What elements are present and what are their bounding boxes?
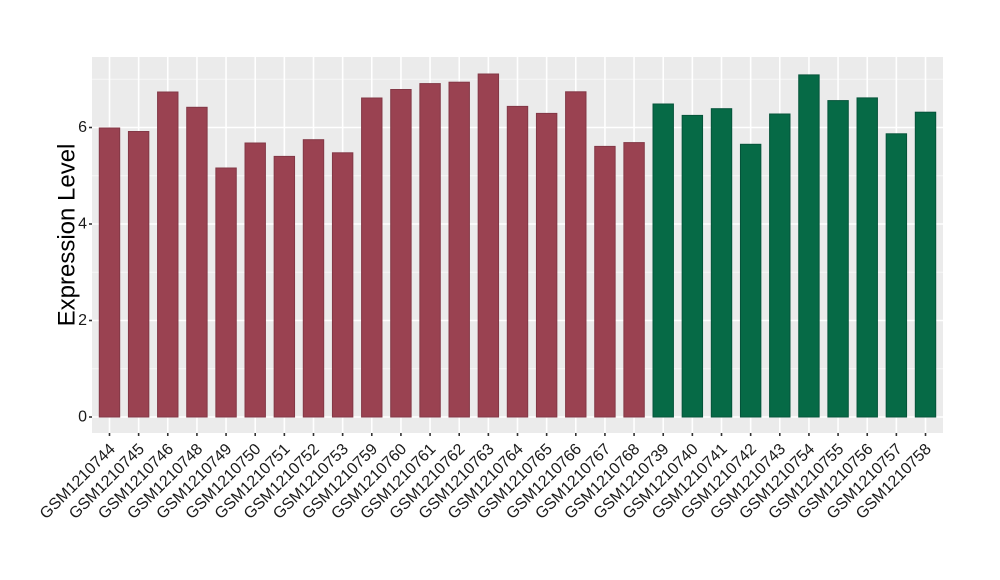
svg-text:6: 6 bbox=[78, 119, 87, 136]
svg-text:Expression Level: Expression Level bbox=[54, 144, 81, 327]
svg-text:2: 2 bbox=[78, 312, 87, 329]
svg-text:0: 0 bbox=[78, 409, 87, 426]
svg-text:4: 4 bbox=[78, 216, 87, 233]
